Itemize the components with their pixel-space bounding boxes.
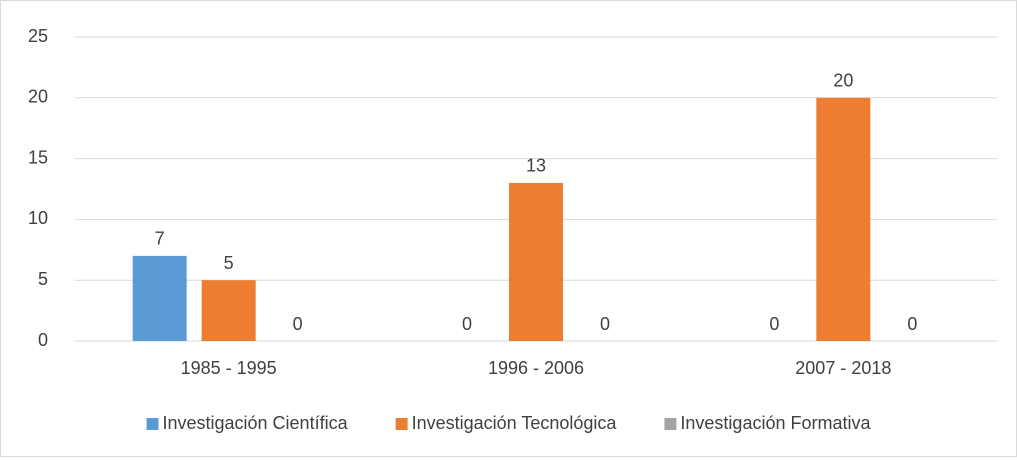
data-label: 7 <box>155 229 165 249</box>
data-label: 0 <box>600 314 610 334</box>
x-tick-label: 1996 - 2006 <box>488 358 584 378</box>
legend-swatch <box>664 418 677 430</box>
y-tick-label: 20 <box>28 87 48 107</box>
data-label: 13 <box>526 156 546 176</box>
data-label: 0 <box>462 314 472 334</box>
y-tick-label: 5 <box>38 269 48 289</box>
bar <box>201 280 256 341</box>
data-label: 0 <box>769 314 779 334</box>
data-label: 0 <box>293 314 303 334</box>
y-tick-label: 15 <box>28 147 48 167</box>
y-tick-label: 25 <box>28 26 48 46</box>
data-label: 0 <box>907 314 917 334</box>
data-label: 20 <box>833 71 853 91</box>
legend-swatch <box>395 418 408 430</box>
legend-label: Investigación Científica <box>162 413 348 433</box>
bar <box>816 97 871 341</box>
y-tick-label: 0 <box>38 330 48 350</box>
x-tick-label: 2007 - 2018 <box>795 358 891 378</box>
legend-swatch <box>146 418 159 430</box>
data-label: 5 <box>224 253 234 273</box>
x-tick-label: 1985 - 1995 <box>181 358 277 378</box>
y-tick-label: 10 <box>28 208 48 228</box>
legend-label: Investigación Formativa <box>680 413 871 433</box>
bar <box>132 255 187 341</box>
legend-label: Investigación Tecnológica <box>412 413 618 433</box>
bar <box>509 182 563 341</box>
